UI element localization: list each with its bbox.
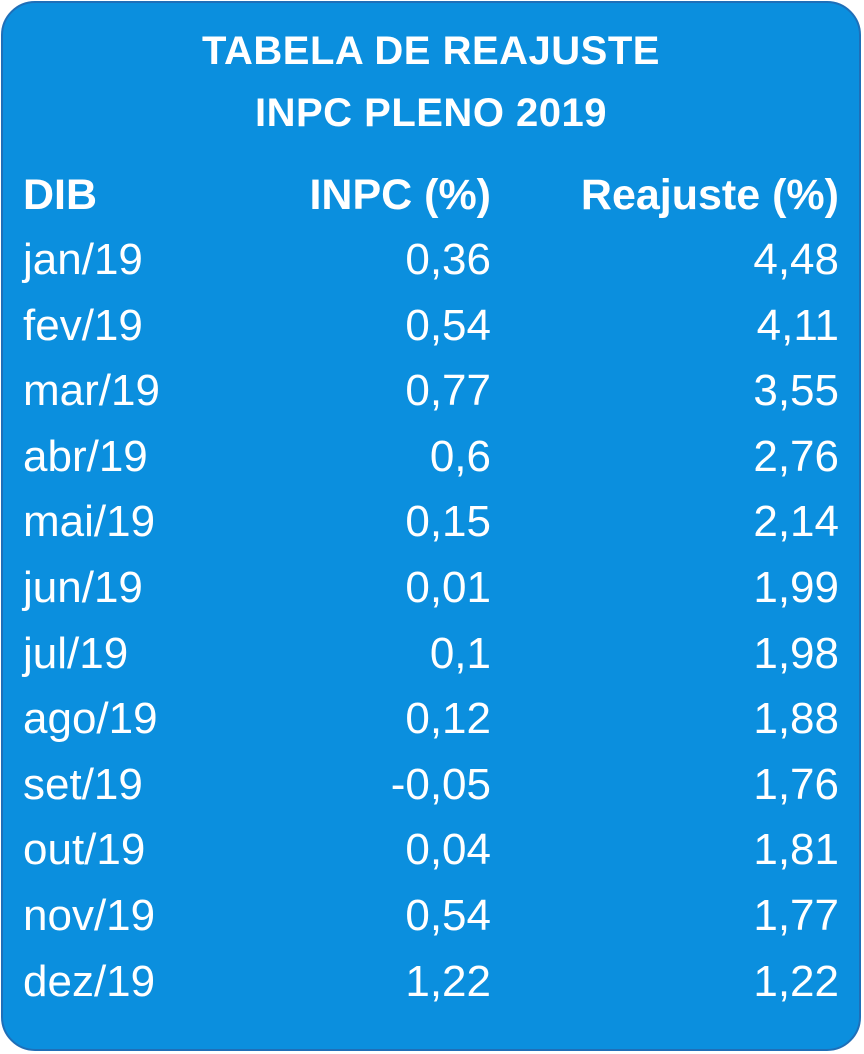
table-row: set/19 -0,05 1,76: [3, 755, 859, 815]
header-reajuste: Reajuste (%): [580, 171, 839, 219]
table-row: mar/19 0,77 3,55: [3, 361, 859, 421]
table-row: abr/19 0,6 2,76: [3, 427, 859, 487]
table-row: mai/19 0,15 2,14: [3, 492, 859, 552]
cell-dib: mar/19: [23, 366, 160, 416]
cell-inpc: 0,1: [429, 628, 491, 678]
table-row: jan/19 0,36 4,48: [3, 230, 859, 290]
cell-reajuste: 1,77: [753, 891, 839, 940]
cell-reajuste: 2,14: [753, 497, 839, 547]
cell-dib: jan/19: [23, 235, 143, 284]
cell-dib: nov/19: [23, 891, 156, 940]
cell-reajuste: 1,22: [753, 956, 839, 1006]
table-row: nov/19 0,54 1,77: [3, 886, 859, 946]
table-row: dez/19 1,22 1,22: [3, 952, 859, 1012]
cell-reajuste: 4,11: [756, 300, 839, 350]
cell-reajuste: 3,55: [753, 366, 839, 416]
cell-reajuste: 4,48: [753, 235, 839, 284]
table-title: TABELA DE REAJUSTE: [202, 29, 660, 73]
table-row: out/19 0,04 1,81: [3, 820, 859, 880]
cell-inpc: 0,54: [405, 300, 491, 350]
cell-dib: set/19: [23, 759, 143, 809]
cell-inpc: 1,22: [405, 956, 491, 1006]
cell-dib: abr/19: [23, 431, 148, 481]
cell-inpc: 0,36: [405, 235, 491, 284]
cell-dib: dez/19: [23, 956, 156, 1006]
cell-inpc: 0,77: [405, 366, 491, 416]
cell-dib: jun/19: [23, 563, 143, 612]
cell-dib: out/19: [23, 825, 146, 875]
cell-inpc: 0,15: [405, 497, 491, 547]
cell-reajuste: 1,99: [753, 563, 839, 612]
cell-inpc: 0,54: [405, 891, 491, 940]
table-subtitle: INPC PLENO 2019: [254, 91, 608, 135]
cell-inpc: 0,12: [405, 694, 491, 744]
cell-reajuste: 1,81: [753, 825, 839, 875]
table-header: DIB INPC (%) Reajuste (%): [3, 165, 859, 225]
cell-dib: ago/19: [23, 694, 158, 744]
cell-inpc: 0,04: [405, 825, 491, 875]
cell-dib: jul/19: [23, 628, 129, 678]
cell-reajuste: 1,88: [753, 694, 839, 744]
cell-reajuste: 1,98: [753, 628, 839, 678]
table-row: jul/19 0,1 1,98: [3, 624, 859, 684]
cell-reajuste: 2,76: [753, 431, 839, 481]
table-row: jun/19 0,01 1,99: [3, 558, 859, 618]
cell-inpc: 0,01: [405, 563, 491, 612]
table-row: ago/19 0,12 1,88: [3, 689, 859, 749]
table-row: fev/19 0,54 4,11: [3, 296, 859, 356]
header-dib: DIB: [23, 171, 98, 219]
cell-dib: fev/19: [23, 300, 143, 350]
cell-inpc: 0,6: [429, 431, 491, 481]
header-inpc: INPC (%): [309, 171, 491, 219]
cell-inpc: -0,05: [390, 759, 491, 809]
cell-dib: mai/19: [23, 497, 156, 547]
cell-reajuste: 1,76: [753, 759, 839, 809]
